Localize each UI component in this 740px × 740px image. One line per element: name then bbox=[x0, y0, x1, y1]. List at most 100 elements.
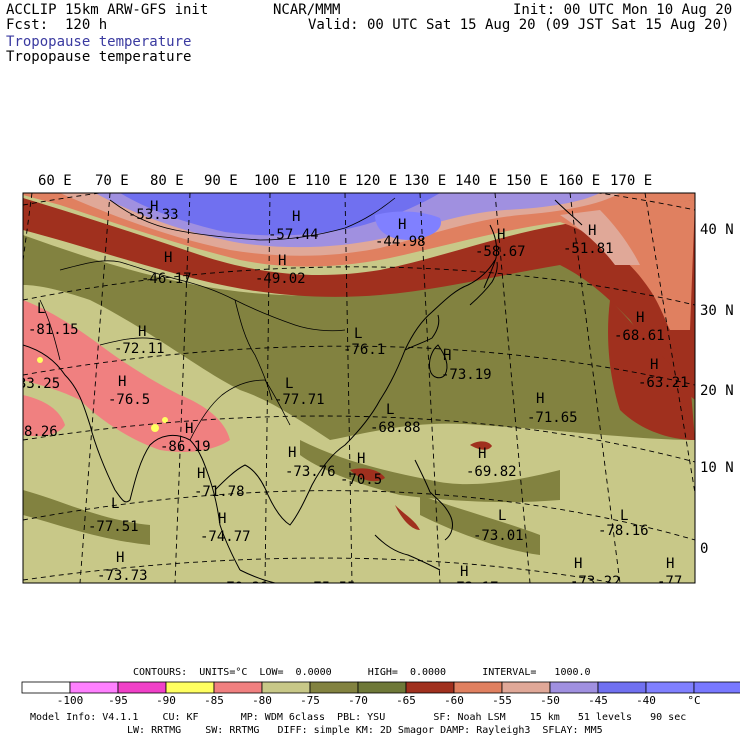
extremum-value: -68.88 bbox=[370, 420, 421, 436]
colorbar-box bbox=[357, 681, 407, 694]
contours-info: CONTOURS: UNITS=°C LOW= 0.0000 HIGH= 0.0… bbox=[133, 667, 591, 678]
extremum-value: 33.25 bbox=[18, 376, 60, 392]
lon-label: 170 E bbox=[610, 173, 652, 189]
lat-label: 30 N bbox=[700, 303, 734, 319]
colorbar-box bbox=[165, 681, 215, 694]
extremum-letter: L bbox=[111, 496, 119, 512]
lon-label: 150 E bbox=[506, 173, 548, 189]
colorbar-tick-label: -65 bbox=[396, 694, 416, 707]
extremum-value: -81.15 bbox=[28, 322, 79, 338]
lon-label: 100 E bbox=[254, 173, 296, 189]
center-label: NCAR/MMM bbox=[273, 2, 341, 18]
extremum-letter: H bbox=[164, 250, 172, 266]
model-title: ACCLIP 15km ARW-GFS init bbox=[6, 2, 209, 18]
extremum-letter: H bbox=[138, 324, 146, 340]
extremum-letter: H bbox=[278, 253, 286, 269]
extremum-letter: H bbox=[357, 451, 365, 467]
extremum-value: -49.02 bbox=[255, 271, 306, 287]
lat-label: 40 N bbox=[700, 222, 734, 238]
colorbar-box bbox=[405, 681, 455, 694]
extremum-value: -78.16 bbox=[598, 523, 649, 539]
extremum-letter: H bbox=[150, 199, 158, 215]
extremum-letter: L bbox=[386, 402, 394, 418]
lon-label: 140 E bbox=[455, 173, 497, 189]
colorbar-box bbox=[645, 681, 695, 694]
extremum-letter: H bbox=[666, 556, 674, 572]
colorbar-tick-label: -95 bbox=[108, 694, 128, 707]
extremum-letter: H bbox=[588, 223, 596, 239]
colorbar-box bbox=[21, 681, 71, 694]
colorbar-tick-label: -70 bbox=[348, 694, 368, 707]
field-title-1: Tropopause temperature bbox=[6, 34, 192, 50]
extremum-value: -57.44 bbox=[268, 227, 319, 243]
extremum-value: -46.17 bbox=[141, 271, 192, 287]
extremum-value: 8.26 bbox=[24, 424, 58, 440]
extremum-value: -63.21 bbox=[638, 375, 689, 391]
extremum-value: -44.98 bbox=[375, 234, 426, 250]
extremum-letter: L bbox=[285, 376, 293, 392]
colorbar-box bbox=[597, 681, 647, 694]
init-time: Init: 00 UTC Mon 10 Aug 20 bbox=[513, 2, 733, 18]
extremum-letter: H bbox=[443, 348, 451, 364]
extremum-letter: H bbox=[478, 446, 486, 462]
colorbar: -100 -95 -90 -85 -80 -75 -70 -65 -60 -55 -50 -45 -40… bbox=[21, 681, 740, 707]
colorbar-box bbox=[213, 681, 263, 694]
extremum-value: -73.22 bbox=[570, 574, 621, 590]
extremum-value: -70.5 bbox=[340, 472, 382, 488]
extremum-letter: L bbox=[354, 326, 362, 342]
extremum-value: -53.33 bbox=[128, 207, 179, 223]
extremum-letter: H bbox=[636, 310, 644, 326]
colorbar-tick-label: -50 bbox=[540, 694, 560, 707]
extremum-letter: L bbox=[498, 508, 506, 524]
lon-label: 70 E bbox=[95, 173, 129, 189]
extremum-value: -71.65 bbox=[527, 410, 578, 426]
valid-time: Valid: 00 UTC Sat 15 Aug 20 (09 JST Sat … bbox=[308, 17, 730, 33]
extremum-value: -73.19 bbox=[441, 367, 492, 383]
colorbar-tick-label: -55 bbox=[492, 694, 512, 707]
extremum-value: -77 bbox=[657, 574, 682, 590]
colorbar-tick-label: -100 bbox=[57, 694, 84, 707]
extremum-value: -74.77 bbox=[200, 529, 251, 545]
extremum-letter: H bbox=[116, 550, 124, 566]
extremum-letter: H bbox=[185, 421, 193, 437]
extremum-letter: L bbox=[620, 508, 628, 524]
model-info-line2: LW: RRTMG SW: RRTMG DIFF: simple KM: 2D … bbox=[127, 725, 603, 736]
latitude-labels: 40 N 30 N 20 N 10 N 0 bbox=[700, 222, 734, 557]
lon-label: 60 E bbox=[38, 173, 72, 189]
extremum-letter: H bbox=[292, 209, 300, 225]
extremum-value: -79.39 bbox=[218, 580, 269, 596]
colorbar-box bbox=[453, 681, 503, 694]
extremum-letter: H bbox=[197, 466, 205, 482]
colorbar-tick-label: -60 bbox=[444, 694, 464, 707]
colorbar-box bbox=[261, 681, 311, 694]
lon-label: 90 E bbox=[204, 173, 238, 189]
extremum-letter: H bbox=[398, 217, 406, 233]
colorbar-tick-label: -80 bbox=[252, 694, 272, 707]
extremum-value: -58.67 bbox=[475, 244, 526, 260]
extremum-value: -73.73 bbox=[97, 568, 148, 584]
lon-label: 80 E bbox=[150, 173, 184, 189]
extremum-value: -86.19 bbox=[160, 439, 211, 455]
map-frame bbox=[22, 192, 696, 584]
lon-label: 160 E bbox=[558, 173, 600, 189]
extremum-letter: L bbox=[37, 301, 45, 317]
extremum-value: -73.76 bbox=[285, 464, 336, 480]
colorbar-box bbox=[69, 681, 119, 694]
colorbar-boxes bbox=[21, 681, 740, 694]
extremum-value: -75.55 bbox=[305, 580, 356, 596]
lon-label: 120 E bbox=[355, 173, 397, 189]
colorbar-ticks: -100 -95 -90 -85 -80 -75 -70 -65 -60 -55 -50 -45 -40… bbox=[57, 694, 701, 707]
extremum-letter: H bbox=[574, 556, 582, 572]
extremum-value: -73.17 bbox=[448, 580, 499, 596]
colorbar-tick-label: -40 bbox=[636, 694, 656, 707]
extremum-letter: H bbox=[288, 445, 296, 461]
lat-label: 10 N bbox=[700, 460, 734, 476]
colorbar-tick-label: -75 bbox=[300, 694, 320, 707]
extremum-value: -77.51 bbox=[88, 519, 139, 535]
extremum-value: -77.71 bbox=[274, 392, 325, 408]
model-info-line1: Model Info: V4.1.1 CU: KF MP: WDM 6class… bbox=[30, 712, 687, 723]
extremum-value: -76.5 bbox=[108, 392, 150, 408]
extremum-value: -76.1 bbox=[343, 342, 385, 358]
extremum-value: -73.01 bbox=[473, 528, 524, 544]
